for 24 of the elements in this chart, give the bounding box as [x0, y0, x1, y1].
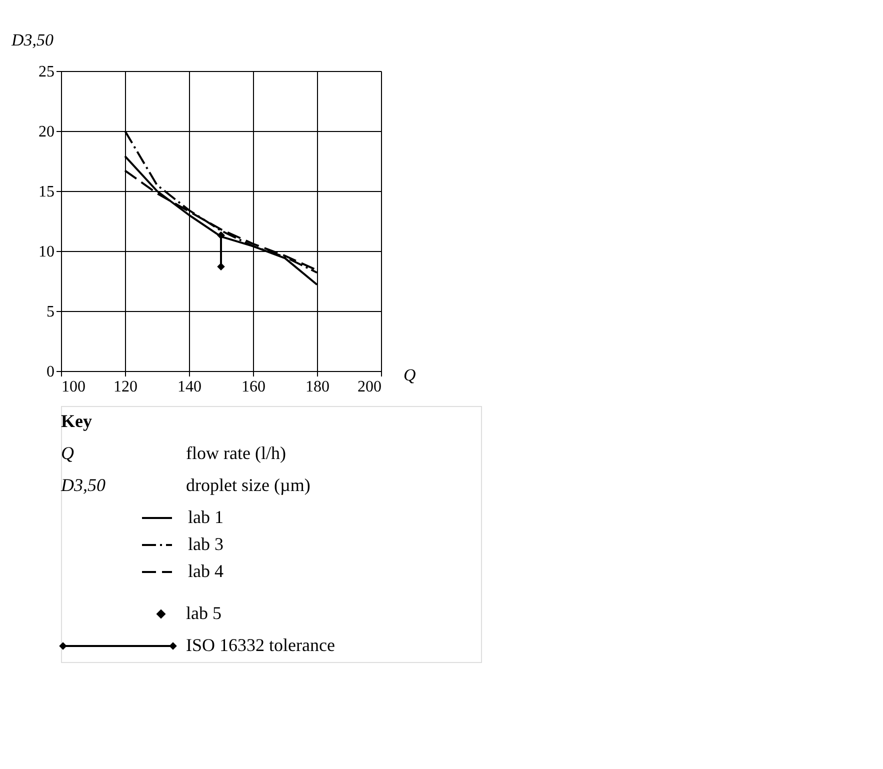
legend-label: lab 5 — [186, 603, 222, 623]
legend-label: lab 1 — [188, 507, 224, 527]
x-axis-title: Q — [404, 366, 416, 384]
text: D3,50 — [61, 475, 106, 495]
x-tick-label: 160 — [242, 378, 266, 396]
text: droplet size (µm) — [186, 475, 310, 495]
x-tick-label: 100 — [62, 378, 86, 396]
text: flow rate (l/h) — [186, 443, 286, 463]
text: Q — [61, 443, 74, 463]
y-tick-label: 5 — [46, 304, 54, 320]
y-axis-title: D3,50 — [10, 30, 54, 50]
legend-label: lab 3 — [188, 534, 224, 554]
x-tick-label: 140 — [178, 378, 202, 396]
x-tick-label: 120 — [114, 378, 138, 396]
y-tick-label: 10 — [38, 244, 54, 260]
x-tick-label: 200 — [358, 378, 382, 396]
legend-title: Key — [61, 411, 92, 431]
y-tick-label: 20 — [38, 124, 54, 140]
y-tick-label: 25 — [38, 64, 54, 80]
legend-label: lab 4 — [188, 561, 224, 581]
y-tick-label: 0 — [46, 364, 54, 380]
legend-label: ISO 16332 tolerance — [186, 635, 335, 655]
x-tick-label: 180 — [306, 378, 330, 396]
y-tick-label: 15 — [38, 184, 54, 200]
